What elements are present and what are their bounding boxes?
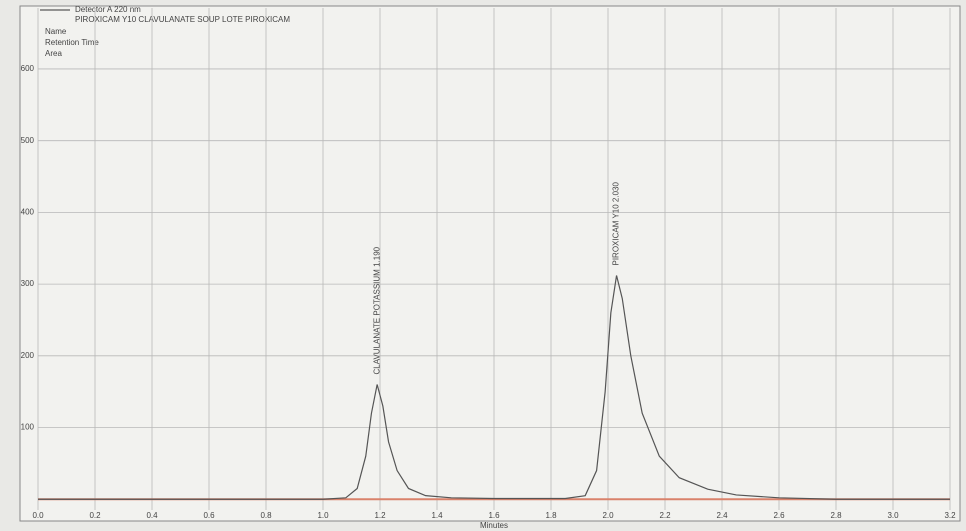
- table-header: Area: [45, 49, 62, 58]
- peak-label: CLAVULANATE POTASSIUM 1.190: [372, 246, 381, 374]
- x-tick-label: 0.2: [89, 511, 101, 520]
- x-tick-label: 3.2: [944, 511, 956, 520]
- x-tick-label: 2.2: [659, 511, 671, 520]
- x-tick-label: 2.4: [716, 511, 728, 520]
- y-tick-label: 300: [21, 279, 35, 288]
- y-tick-label: 500: [21, 136, 35, 145]
- y-tick-label: 200: [21, 351, 35, 360]
- y-tick-label: 100: [21, 423, 35, 432]
- x-tick-label: 0.0: [32, 511, 44, 520]
- x-tick-label: 0.4: [146, 511, 158, 520]
- x-tick-label: 1.8: [545, 511, 557, 520]
- x-axis-label: Minutes: [480, 521, 508, 530]
- x-tick-label: 3.0: [887, 511, 899, 520]
- table-header: Name: [45, 27, 67, 36]
- y-tick-label: 400: [21, 207, 35, 216]
- x-tick-label: 1.2: [374, 511, 386, 520]
- legend-entry: Detector A 220 nm: [75, 5, 141, 14]
- chromatogram-screen: Detector A 220 nm PIROXICAM Y10 CLAVULAN…: [0, 0, 966, 531]
- plot-frame: [20, 6, 960, 521]
- x-tick-label: 2.6: [773, 511, 785, 520]
- x-tick-label: 1.4: [431, 511, 443, 520]
- y-tick-label: 600: [21, 64, 35, 73]
- x-tick-label: 0.8: [260, 511, 272, 520]
- x-tick-label: 2.8: [830, 511, 842, 520]
- x-tick-label: 1.0: [317, 511, 329, 520]
- table-header: Retention Time: [45, 38, 99, 47]
- legend-entry: PIROXICAM Y10 CLAVULANATE SOUP LOTE PIRO…: [75, 15, 290, 24]
- x-tick-label: 1.6: [488, 511, 500, 520]
- x-tick-label: 0.6: [203, 511, 215, 520]
- peak-label: PIROXICAM Y10 2.030: [612, 181, 621, 265]
- x-tick-label: 2.0: [602, 511, 614, 520]
